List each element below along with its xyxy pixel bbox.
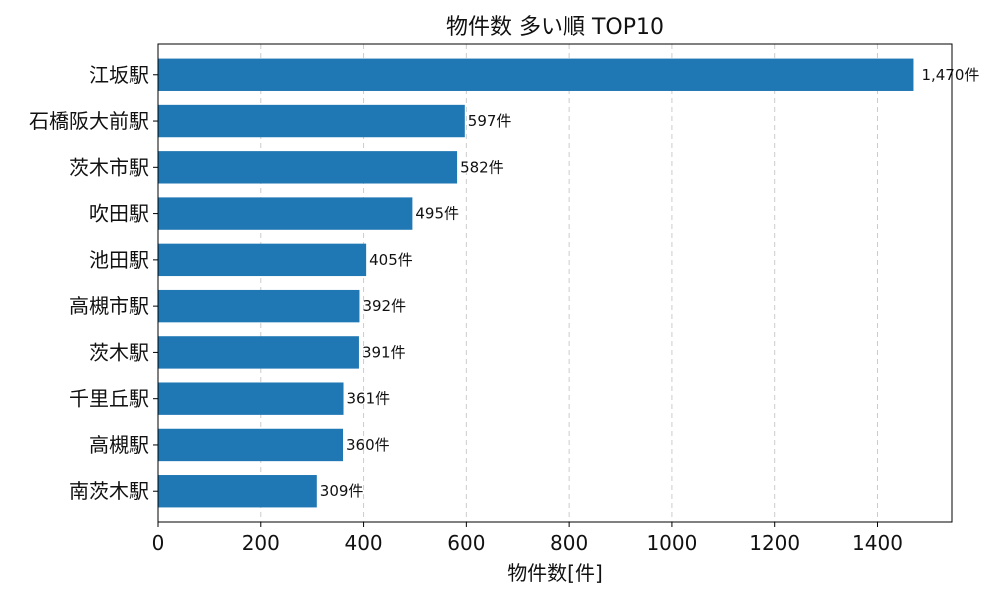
- category-label: 茨木市駅: [69, 155, 149, 179]
- category-label: 茨木駅: [89, 340, 149, 364]
- bar: [158, 289, 360, 323]
- x-tick-label: 600: [447, 531, 485, 555]
- category-label: 南茨木駅: [69, 479, 149, 503]
- bar: [158, 382, 344, 415]
- data-label: 582件: [460, 158, 504, 176]
- data-label: 361件: [347, 390, 391, 408]
- bar: [158, 197, 413, 230]
- data-label: 1,470件: [921, 66, 979, 84]
- category-label: 高槻駅: [89, 433, 149, 457]
- category-label: 吹田駅: [89, 202, 149, 226]
- x-tick-label: 400: [344, 531, 382, 555]
- bar: [158, 58, 914, 91]
- data-label: 405件: [369, 251, 413, 269]
- category-label: 千里丘駅: [69, 387, 149, 411]
- bar: [158, 475, 317, 508]
- x-tick-label: 200: [242, 531, 280, 555]
- category-label: 池田駅: [89, 248, 149, 272]
- category-label: 高槻市駅: [69, 294, 149, 318]
- bars: [158, 58, 914, 508]
- data-labels: 1,470件 597件 582件 495件 405件 392件 391件 361件 360件 30…: [320, 66, 980, 500]
- data-label: 392件: [362, 297, 406, 315]
- data-label: 597件: [468, 112, 512, 130]
- bar: [158, 336, 359, 369]
- x-tick-label: 1000: [646, 531, 697, 555]
- x-tick-label: 1200: [749, 531, 800, 555]
- x-tick-label: 1400: [852, 531, 903, 555]
- x-tick-label: 800: [550, 531, 588, 555]
- data-label: 495件: [415, 205, 459, 223]
- data-label: 360件: [346, 436, 390, 454]
- data-label: 309件: [320, 482, 364, 500]
- x-tick-labels: 0 200 400 600 800 1000 1200 1400: [152, 522, 903, 555]
- data-label: 391件: [362, 343, 406, 361]
- bar: [158, 428, 344, 462]
- plot-frame: [157, 43, 953, 523]
- bar: [158, 243, 367, 277]
- category-label: 石橋阪大前駅: [29, 109, 149, 133]
- bar: [158, 151, 458, 184]
- category-label: 江坂駅: [89, 63, 149, 87]
- bar: [158, 104, 465, 138]
- chart-title: 物件数 多い順 TOP10: [446, 15, 664, 40]
- x-axis-title: 物件数[件]: [507, 561, 603, 585]
- x-tick-label: 0: [152, 531, 165, 555]
